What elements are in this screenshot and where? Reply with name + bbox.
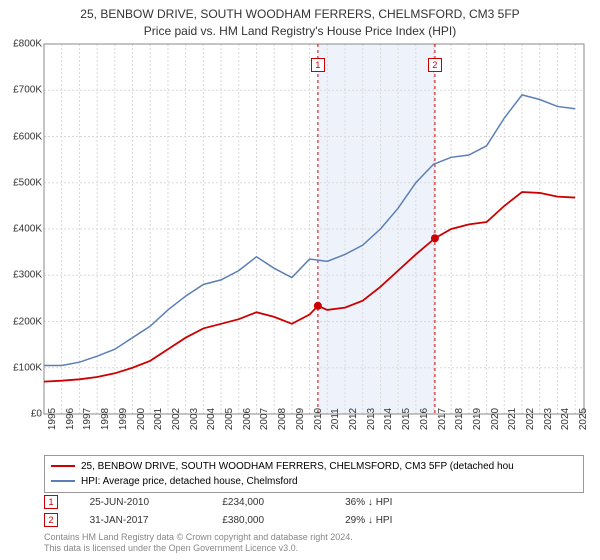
x-axis-label: 2025 <box>578 408 589 430</box>
tx-delta-1: 36% ↓ HPI <box>345 497 392 508</box>
x-axis-label: 2011 <box>330 408 341 430</box>
y-axis-label: £100K <box>2 362 42 373</box>
x-axis-label: 2018 <box>454 408 465 430</box>
legend-item-price: 25, BENBOW DRIVE, SOUTH WOODHAM FERRERS,… <box>51 459 577 474</box>
legend-label-hpi: HPI: Average price, detached house, Chel… <box>81 476 298 487</box>
x-axis-label: 2021 <box>507 408 518 430</box>
x-axis-label: 2006 <box>242 408 253 430</box>
y-axis-label: £800K <box>2 39 42 50</box>
chart-title: 25, BENBOW DRIVE, SOUTH WOODHAM FERRERS,… <box>0 0 600 40</box>
footer-line-2: This data is licensed under the Open Gov… <box>44 543 353 554</box>
x-axis-label: 2019 <box>472 408 483 430</box>
x-axis-label: 2002 <box>171 408 182 430</box>
x-axis-label: 2013 <box>366 408 377 430</box>
x-axis-label: 2009 <box>295 408 306 430</box>
x-axis-label: 2014 <box>383 408 394 430</box>
x-axis-label: 1999 <box>118 408 129 430</box>
legend-item-hpi: HPI: Average price, detached house, Chel… <box>51 474 577 489</box>
x-axis-label: 1996 <box>65 408 76 430</box>
transaction-table: 1 25-JUN-2010 £234,000 36% ↓ HPI 2 31-JA… <box>44 495 392 531</box>
chart-container: 25, BENBOW DRIVE, SOUTH WOODHAM FERRERS,… <box>0 0 600 560</box>
y-axis-label: £0 <box>2 409 42 420</box>
footer: Contains HM Land Registry data © Crown c… <box>44 532 353 554</box>
tx-marker-2: 2 <box>44 513 58 527</box>
y-axis-label: £500K <box>2 177 42 188</box>
legend-swatch-price <box>51 465 75 467</box>
chart-marker: 1 <box>311 58 325 72</box>
title-line-2: Price paid vs. HM Land Registry's House … <box>0 23 600 40</box>
x-axis-label: 2004 <box>206 408 217 430</box>
x-axis-label: 2022 <box>525 408 536 430</box>
tx-date-1: 25-JUN-2010 <box>90 497 220 508</box>
x-axis-label: 2000 <box>136 408 147 430</box>
chart-plot-area: £0£100K£200K£300K£400K£500K£600K£700K£80… <box>44 44 584 414</box>
x-axis-label: 2008 <box>277 408 288 430</box>
x-axis-label: 2016 <box>419 408 430 430</box>
chart-svg <box>44 44 584 414</box>
y-axis-label: £400K <box>2 224 42 235</box>
x-axis-label: 2015 <box>401 408 412 430</box>
y-axis-label: £600K <box>2 131 42 142</box>
chart-marker: 2 <box>428 58 442 72</box>
legend-swatch-hpi <box>51 480 75 482</box>
title-line-1: 25, BENBOW DRIVE, SOUTH WOODHAM FERRERS,… <box>0 6 600 23</box>
x-axis-label: 2024 <box>560 408 571 430</box>
tx-price-2: £380,000 <box>222 515 342 526</box>
x-axis-label: 1998 <box>100 408 111 430</box>
x-axis-label: 1995 <box>47 408 58 430</box>
x-axis-label: 2003 <box>189 408 200 430</box>
y-axis-label: £200K <box>2 316 42 327</box>
tx-date-2: 31-JAN-2017 <box>90 515 220 526</box>
legend-label-price: 25, BENBOW DRIVE, SOUTH WOODHAM FERRERS,… <box>81 461 514 472</box>
tx-delta-2: 29% ↓ HPI <box>345 515 392 526</box>
tx-price-1: £234,000 <box>222 497 342 508</box>
x-axis-label: 2012 <box>348 408 359 430</box>
x-axis-label: 2007 <box>259 408 270 430</box>
x-axis-label: 2020 <box>490 408 501 430</box>
tx-marker-1: 1 <box>44 495 58 509</box>
table-row: 1 25-JUN-2010 £234,000 36% ↓ HPI <box>44 495 392 513</box>
x-axis-label: 2005 <box>224 408 235 430</box>
table-row: 2 31-JAN-2017 £380,000 29% ↓ HPI <box>44 513 392 531</box>
x-axis-label: 2023 <box>543 408 554 430</box>
legend: 25, BENBOW DRIVE, SOUTH WOODHAM FERRERS,… <box>44 455 584 493</box>
x-axis-label: 2017 <box>437 408 448 430</box>
x-axis-label: 1997 <box>82 408 93 430</box>
y-axis-label: £300K <box>2 270 42 281</box>
footer-line-1: Contains HM Land Registry data © Crown c… <box>44 532 353 543</box>
x-axis-label: 2010 <box>313 408 324 430</box>
x-axis-label: 2001 <box>153 408 164 430</box>
y-axis-label: £700K <box>2 85 42 96</box>
